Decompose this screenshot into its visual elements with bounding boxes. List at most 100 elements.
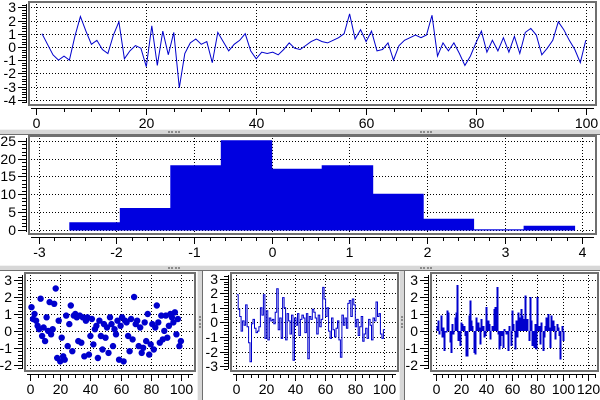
svg-text:2: 2 xyxy=(8,13,16,29)
svg-text:-1: -1 xyxy=(206,329,219,345)
plot-frame xyxy=(430,272,599,372)
horizontal-sash-bottom[interactable] xyxy=(0,265,600,271)
svg-text:1: 1 xyxy=(8,26,16,42)
svg-text:0: 0 xyxy=(269,244,277,260)
sash-grip-icon[interactable] xyxy=(401,316,403,328)
sash-grip-icon[interactable] xyxy=(168,131,180,133)
svg-text:3: 3 xyxy=(4,272,12,288)
svg-text:-2: -2 xyxy=(4,65,17,81)
svg-text:40: 40 xyxy=(288,381,304,397)
svg-text:20: 20 xyxy=(139,115,155,129)
sash-grip-icon[interactable] xyxy=(420,131,432,133)
horizontal-sash-top[interactable] xyxy=(0,129,600,135)
svg-text:60: 60 xyxy=(359,115,375,129)
series-noise-line xyxy=(41,13,587,88)
svg-text:5: 5 xyxy=(8,204,16,220)
sash-grip-icon[interactable] xyxy=(420,267,432,269)
series-impulses xyxy=(436,285,565,360)
sash-grip-icon[interactable] xyxy=(199,316,201,328)
svg-text:20: 20 xyxy=(0,151,16,167)
svg-text:3: 3 xyxy=(502,244,510,260)
svg-text:0: 0 xyxy=(27,381,35,397)
svg-text:100: 100 xyxy=(552,381,576,397)
vertical-sash-right[interactable] xyxy=(399,271,405,400)
svg-text:0: 0 xyxy=(433,381,441,397)
svg-text:0: 0 xyxy=(8,222,16,238)
plot-frame xyxy=(28,1,597,106)
steps-chart-pane: 3 2 1 0 -1 -2 -3 0 20 40 60 80 100 xyxy=(203,271,399,400)
svg-text:-2: -2 xyxy=(206,344,219,360)
svg-text:80: 80 xyxy=(469,115,485,129)
svg-text:-2: -2 xyxy=(406,357,419,373)
svg-text:2: 2 xyxy=(210,285,218,301)
svg-text:2: 2 xyxy=(424,244,432,260)
svg-text:-1: -1 xyxy=(188,244,201,260)
svg-text:25: 25 xyxy=(0,135,16,149)
plot-area xyxy=(31,4,594,103)
svg-text:1: 1 xyxy=(210,300,218,316)
plot-frame xyxy=(28,135,597,235)
svg-text:3: 3 xyxy=(410,272,418,288)
svg-text:0: 0 xyxy=(233,381,241,397)
series-histogram xyxy=(69,140,576,231)
svg-text:40: 40 xyxy=(83,381,99,397)
svg-text:100: 100 xyxy=(575,115,599,129)
svg-text:3: 3 xyxy=(210,271,218,287)
svg-text:0: 0 xyxy=(210,314,218,330)
svg-text:-1: -1 xyxy=(0,340,12,356)
impulse-chart-pane: 3 2 1 0 -1 -2 0 20 40 60 80 100 120 xyxy=(405,271,600,400)
grid-lines xyxy=(233,275,396,369)
svg-text:-3: -3 xyxy=(33,244,46,260)
svg-text:0: 0 xyxy=(4,323,12,339)
svg-text:40: 40 xyxy=(479,381,495,397)
svg-text:15: 15 xyxy=(0,168,16,184)
svg-text:-1: -1 xyxy=(406,340,419,356)
svg-text:60: 60 xyxy=(318,381,334,397)
sash-grip-icon[interactable] xyxy=(168,267,180,269)
svg-text:0: 0 xyxy=(8,39,16,55)
svg-text:2: 2 xyxy=(410,289,418,305)
svg-text:-4: -4 xyxy=(4,92,17,108)
svg-text:40: 40 xyxy=(249,115,265,129)
svg-text:3: 3 xyxy=(8,0,16,15)
svg-text:80: 80 xyxy=(530,381,546,397)
svg-text:10: 10 xyxy=(0,186,16,202)
svg-text:60: 60 xyxy=(114,381,130,397)
svg-text:4: 4 xyxy=(579,244,587,260)
svg-text:1: 1 xyxy=(410,306,418,322)
svg-text:100: 100 xyxy=(170,381,194,397)
histogram-pane: 25 20 15 10 5 0 -3 -2 -1 0 1 2 3 4 xyxy=(0,135,600,265)
grid-lines xyxy=(31,4,594,103)
svg-text:20: 20 xyxy=(259,381,275,397)
svg-text:-2: -2 xyxy=(110,244,123,260)
svg-text:-3: -3 xyxy=(206,358,219,374)
svg-text:100: 100 xyxy=(373,381,397,397)
svg-text:20: 20 xyxy=(454,381,470,397)
svg-text:2: 2 xyxy=(4,289,12,305)
svg-text:-1: -1 xyxy=(4,52,17,68)
series-scatter xyxy=(28,285,185,365)
svg-text:0: 0 xyxy=(33,115,41,129)
plot-frame xyxy=(230,272,399,372)
svg-text:-2: -2 xyxy=(0,357,12,373)
vertical-sash-left[interactable] xyxy=(197,271,203,400)
svg-text:80: 80 xyxy=(348,381,364,397)
series-steps xyxy=(236,286,385,363)
svg-text:120: 120 xyxy=(577,381,600,397)
svg-text:80: 80 xyxy=(144,381,160,397)
svg-text:0: 0 xyxy=(410,323,418,339)
line-chart-pane: 3 2 1 0 -1 -2 -3 -4 0 20 40 60 80 100 xyxy=(0,0,600,129)
svg-text:1: 1 xyxy=(346,244,354,260)
scatter-pane: 3 2 1 0 -1 -2 0 20 40 60 80 100 xyxy=(0,271,197,400)
plot-frame xyxy=(24,272,196,372)
svg-text:20: 20 xyxy=(53,381,69,397)
